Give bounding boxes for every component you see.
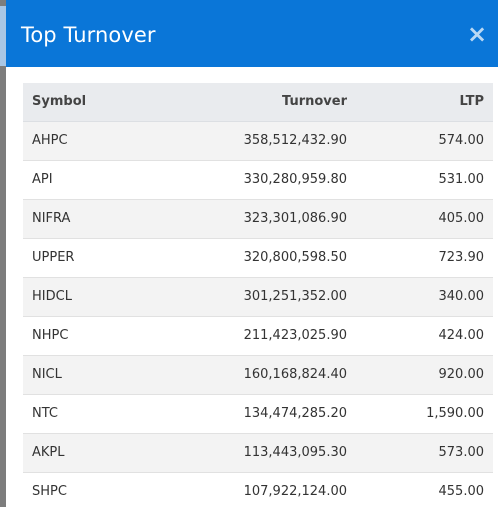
ltp-cell: 340.00 [356, 276, 493, 316]
table-row[interactable]: NICL 160,168,824.40 920.00 [23, 354, 493, 394]
table-row[interactable]: NTC 134,474,285.20 1,590.00 [23, 393, 493, 433]
turnover-table-container: Symbol Turnover LTP AHPC 358,512,432.90 … [23, 83, 493, 507]
table-body: AHPC 358,512,432.90 574.00 API 330,280,9… [23, 120, 493, 507]
symbol-cell[interactable]: NHPC [23, 315, 164, 355]
ltp-cell: 531.00 [356, 159, 493, 199]
ltp-cell: 405.00 [356, 198, 493, 238]
column-header-ltp[interactable]: LTP [356, 83, 493, 122]
column-header-turnover[interactable]: Turnover [164, 83, 356, 122]
table-header: Symbol Turnover LTP [23, 83, 493, 122]
ltp-cell: 574.00 [356, 120, 493, 160]
table-row[interactable]: UPPER 320,800,598.50 723.90 [23, 237, 493, 277]
table-row[interactable]: NHPC 211,423,025.90 424.00 [23, 315, 493, 355]
symbol-cell[interactable]: AHPC [23, 120, 164, 160]
table-row[interactable]: SHPC 107,922,124.00 455.00 [23, 471, 493, 507]
modal-header: Top Turnover × [6, 0, 498, 67]
table-row[interactable]: API 330,280,959.80 531.00 [23, 159, 493, 199]
symbol-cell[interactable]: SHPC [23, 471, 164, 507]
ltp-cell: 573.00 [356, 432, 493, 472]
symbol-cell[interactable]: NTC [23, 393, 164, 433]
turnover-cell: 113,443,095.30 [164, 432, 356, 472]
ltp-cell: 723.90 [356, 237, 493, 277]
modal-title: Top Turnover [21, 23, 156, 47]
top-turnover-modal: Top Turnover × Symbol Turnover LTP AHPC … [6, 0, 498, 507]
table-row[interactable]: AHPC 358,512,432.90 574.00 [23, 120, 493, 160]
turnover-cell: 134,474,285.20 [164, 393, 356, 433]
page-backdrop [0, 0, 6, 507]
table-row[interactable]: HIDCL 301,251,352.00 340.00 [23, 276, 493, 316]
turnover-table: Symbol Turnover LTP AHPC 358,512,432.90 … [23, 83, 493, 507]
symbol-cell[interactable]: HIDCL [23, 276, 164, 316]
turnover-cell: 301,251,352.00 [164, 276, 356, 316]
symbol-cell[interactable]: UPPER [23, 237, 164, 277]
ltp-cell: 920.00 [356, 354, 493, 394]
close-icon[interactable]: × [466, 20, 488, 48]
ltp-cell: 424.00 [356, 315, 493, 355]
turnover-cell: 323,301,086.90 [164, 198, 356, 238]
ltp-cell: 455.00 [356, 471, 493, 507]
turnover-cell: 160,168,824.40 [164, 354, 356, 394]
turnover-cell: 330,280,959.80 [164, 159, 356, 199]
turnover-cell: 211,423,025.90 [164, 315, 356, 355]
symbol-cell[interactable]: NIFRA [23, 198, 164, 238]
ltp-cell: 1,590.00 [356, 393, 493, 433]
table-row[interactable]: AKPL 113,443,095.30 573.00 [23, 432, 493, 472]
turnover-cell: 107,922,124.00 [164, 471, 356, 507]
table-row[interactable]: NIFRA 323,301,086.90 405.00 [23, 198, 493, 238]
column-header-symbol[interactable]: Symbol [23, 83, 164, 122]
underlying-page-edge [0, 6, 6, 66]
turnover-cell: 320,800,598.50 [164, 237, 356, 277]
turnover-cell: 358,512,432.90 [164, 120, 356, 160]
symbol-cell[interactable]: AKPL [23, 432, 164, 472]
symbol-cell[interactable]: NICL [23, 354, 164, 394]
symbol-cell[interactable]: API [23, 159, 164, 199]
